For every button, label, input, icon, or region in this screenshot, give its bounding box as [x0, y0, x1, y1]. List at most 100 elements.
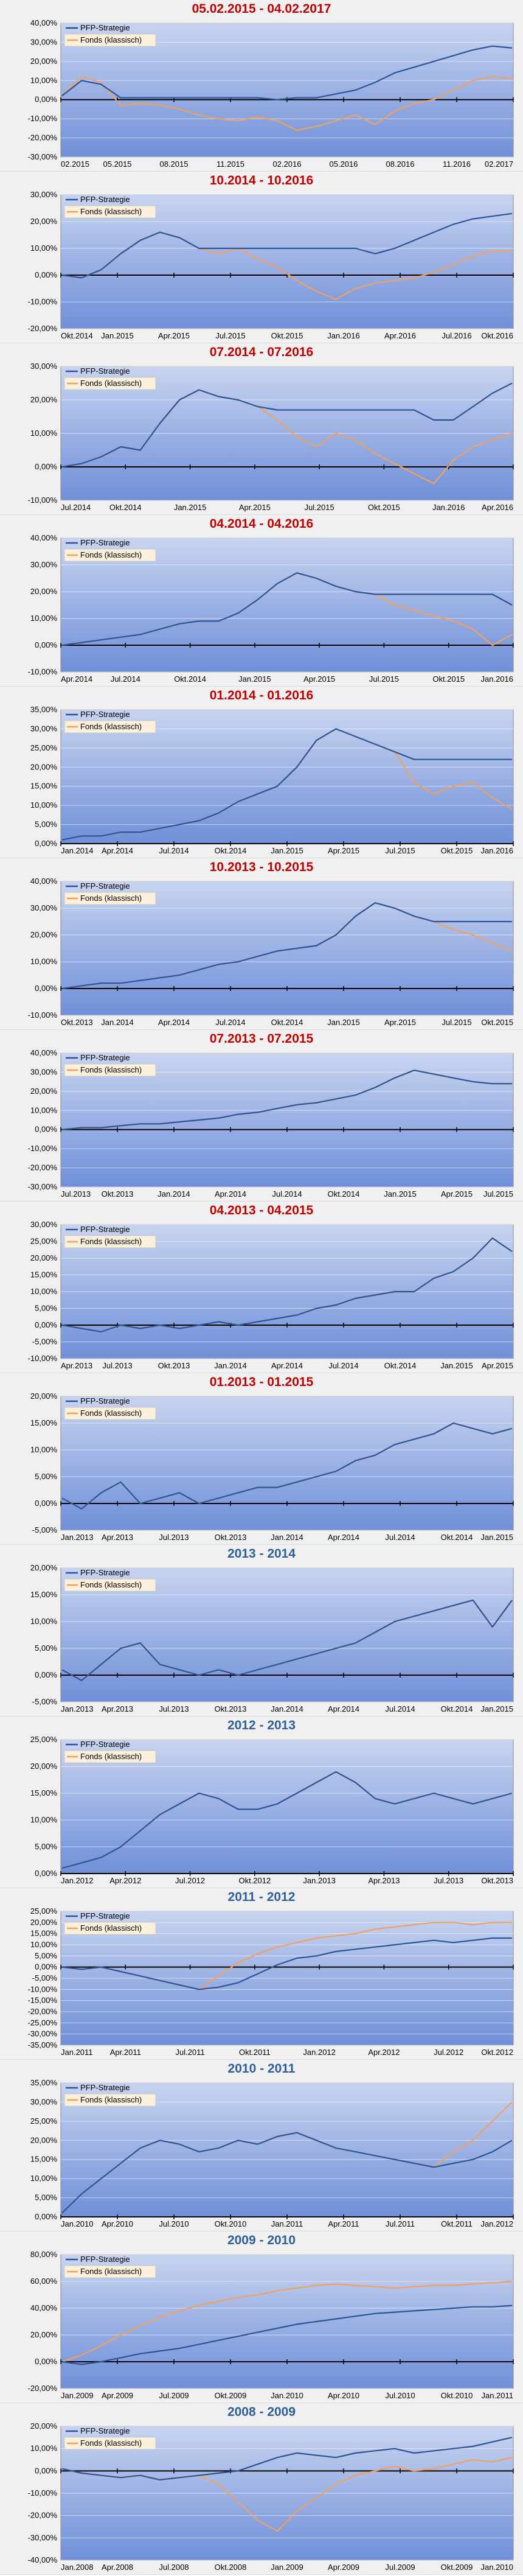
- legend-label-pfp: PFP-Strategie: [80, 1225, 130, 1234]
- legend-label-pfp: PFP-Strategie: [80, 1568, 130, 1577]
- y-tick-label: 20,00%: [30, 1564, 58, 1572]
- y-tick-label: -20,00%: [28, 1163, 58, 1172]
- legend-label-fonds: Fonds (klassisch): [80, 1409, 142, 1418]
- x-tick-label: Okt.2013: [215, 1704, 247, 1713]
- x-tick-label: Jul.2012: [175, 1876, 205, 1885]
- y-tick-label: -30,00%: [28, 2533, 58, 2542]
- x-tick-label: Jul.2016: [442, 331, 471, 340]
- chart-panel: 04.2014 - 04.2016 40,00% 30,00% 20,00% 10,00…: [0, 515, 523, 687]
- x-tick-label: Jan.2015: [238, 674, 271, 684]
- x-tick-label: Apr.2016: [482, 503, 513, 512]
- chart-title: 07.2014 - 07.2016: [209, 345, 314, 359]
- line-chart: 80,00%60,00%40,00%20,00%0,00%-20,00%Jan.…: [28, 2251, 514, 2400]
- x-tick-label: Jul.2014: [385, 1533, 415, 1542]
- y-tick-label: -20,00%: [28, 324, 58, 333]
- x-tick-label: Jan.2015: [481, 1704, 514, 1713]
- y-tick-label: 0,00%: [35, 270, 57, 279]
- chart-panel: 04.2013 - 04.2015 30,00% 25,00% 20,00% 15,00…: [0, 1202, 523, 1373]
- legend-box-fonds: [64, 2265, 156, 2278]
- line-chart: 25,00% 20,00% 15,00% 10,00% 5,00% 0,00% Jan.20…: [30, 1736, 514, 1885]
- y-tick-label: 0,00%: [35, 640, 57, 649]
- line-chart: 30,00% 25,00% 20,00% 15,00% 10,00% 5,00% 0,00%…: [28, 1221, 514, 1370]
- x-tick-label: 05.2016: [330, 159, 358, 169]
- y-tick-label: 20,00%: [30, 395, 58, 404]
- series-line-pfp: [61, 212, 513, 279]
- chart-panel: 2011 - 2012 25,00% 20,00% 15,00% 10,00% 5,00%…: [0, 1888, 523, 2060]
- y-tick-label: 5,00%: [35, 1842, 57, 1851]
- x-tick-label: Jul.2015: [305, 503, 334, 512]
- legend-label-pfp: PFP-Strategie: [80, 538, 130, 547]
- line-chart: 35,00% 30,00% 25,00% 20,00% 15,00% 10,00% 5,00…: [30, 2079, 514, 2228]
- x-tick-label: Apr.2008: [102, 2563, 133, 2572]
- chart-panel: 07.2014 - 07.2016 30,00% 20,00% 10,00% 0,00%…: [0, 343, 523, 515]
- chart-title: 01.2013 - 01.2015: [209, 1375, 314, 1389]
- y-tick-label: 0,00%: [35, 2212, 57, 2221]
- x-tick-label: Apr.2014: [61, 674, 92, 684]
- chart-panel: 01.2013 - 01.2015 20,00% 15,00% 10,00% 5,00%…: [0, 1373, 523, 1545]
- y-tick-label: -10,00%: [28, 1354, 58, 1363]
- y-tick-label: 0,00%: [35, 1670, 57, 1679]
- y-tick-label: 0,00%: [35, 984, 57, 993]
- line-chart: 40,00%30,00%20,00%10,00%0,00%-10,00%Apr.…: [28, 534, 514, 684]
- y-tick-label: 15,00%: [30, 1590, 58, 1599]
- x-tick-label: 02.2017: [485, 159, 513, 169]
- x-tick-label: Apr.2014: [215, 1189, 246, 1199]
- y-tick-label: 30,00%: [30, 724, 58, 733]
- y-tick-label: -35,00%: [28, 2040, 58, 2049]
- y-tick-label: 30,00%: [30, 37, 58, 46]
- legend-box-fonds: [64, 1578, 156, 1592]
- y-tick-label: 10,00%: [30, 243, 58, 253]
- legend-box-fonds: [64, 1235, 156, 1248]
- y-tick-label: 20,00%: [30, 2423, 58, 2431]
- y-tick-label: -30,00%: [28, 1182, 58, 1191]
- y-tick-label: 0,00%: [35, 1320, 57, 1329]
- legend-label-fonds: Fonds (klassisch): [80, 35, 142, 44]
- y-tick-label: 20,00%: [30, 2135, 58, 2144]
- chart-title: 2011 - 2012: [227, 1890, 296, 1904]
- x-tick-label: Okt.2014: [174, 674, 206, 684]
- legend: PFP-Strategie Fonds (klassisch): [64, 1053, 156, 1077]
- y-tick-label: -5,00%: [32, 1697, 58, 1706]
- series-line-pfp: [61, 2305, 513, 2365]
- legend: PFP-Strategie Fonds (klassisch): [64, 1396, 156, 1420]
- chart-title: 04.2013 - 04.2015: [209, 1203, 314, 1217]
- line-chart: 40,00%30,00%20,00%10,00%0,00%-10,00%Okt.…: [28, 878, 514, 1027]
- series-line-pfp: [61, 1937, 512, 1990]
- x-tick-label: Apr.2014: [328, 1704, 359, 1713]
- y-tick-label: 60,00%: [30, 2277, 58, 2286]
- x-tick-label: Okt.2012: [238, 1876, 271, 1885]
- x-tick-label: Apr.2014: [102, 846, 133, 855]
- x-tick-label: Okt.2013: [481, 1876, 513, 1885]
- x-tick-label: Jul.2008: [159, 2563, 189, 2572]
- x-tick-label: Okt.2013: [215, 1533, 247, 1542]
- y-tick-label: 5,00%: [35, 1951, 57, 1960]
- chart-panel: 2013 - 2014 20,00% 15,00% 10,00% 5,00% 0,00% -…: [0, 1545, 523, 1717]
- y-tick-label: 40,00%: [30, 534, 58, 542]
- y-tick-label: 5,00%: [35, 1643, 57, 1653]
- legend-label-fonds: Fonds (klassisch): [80, 894, 142, 903]
- legend-box-fonds: [64, 1750, 156, 1763]
- x-tick-label: Jan.2016: [327, 331, 360, 340]
- y-tick-label: 10,00%: [30, 2444, 58, 2453]
- x-tick-label: Jul.2014: [215, 1018, 245, 1027]
- legend-label-pfp: PFP-Strategie: [80, 23, 130, 32]
- x-tick-label: Jul.2012: [434, 2048, 463, 2057]
- y-tick-label: 20,00%: [30, 1253, 58, 1262]
- series-line-pfp: [61, 902, 512, 990]
- x-tick-label: Jan.2012: [481, 2219, 514, 2228]
- series-line-pfp: [61, 382, 513, 468]
- x-tick-label: Okt.2013: [102, 1189, 134, 1199]
- x-tick-label: Jan.2015: [481, 1533, 514, 1542]
- x-tick-label: Apr.2015: [441, 1189, 473, 1199]
- y-tick-label: 10,00%: [30, 614, 58, 623]
- y-tick-label: 25,00%: [30, 1908, 58, 1916]
- y-tick-label: -20,00%: [28, 133, 58, 142]
- legend-box-fonds: [64, 720, 156, 733]
- x-tick-label: Jan.2015: [327, 1018, 360, 1027]
- y-tick-label: 20,00%: [30, 1087, 58, 1096]
- y-tick-label: 10,00%: [30, 1287, 58, 1296]
- x-tick-label: Apr.2015: [158, 331, 190, 340]
- x-tick-label: Okt.2014: [61, 331, 93, 340]
- y-tick-label: 20,00%: [30, 217, 58, 226]
- y-tick-label: 40,00%: [30, 2303, 58, 2312]
